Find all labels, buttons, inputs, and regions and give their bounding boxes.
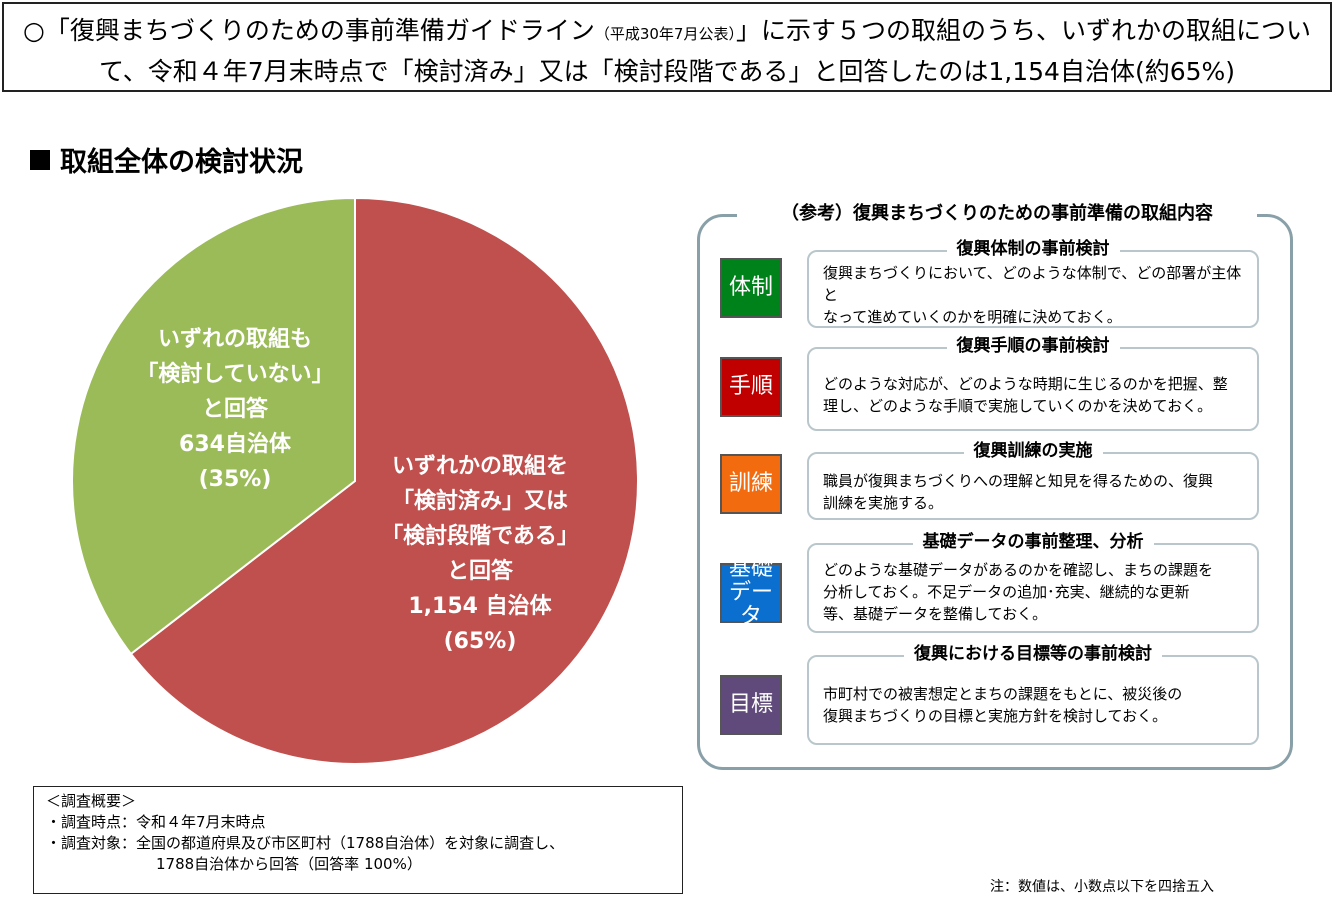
card-goals: 復興における目標等の事前検討 市町村での被害想定とまちの課題をもとに、被災後の … [807, 644, 1259, 745]
badge-basic-data: 基礎 データ [720, 557, 782, 629]
label-line: 「検討済み」又は [391, 489, 568, 514]
label-line: いずれかの取組を [391, 454, 568, 479]
square-bullet-icon [30, 150, 50, 170]
label-line: と回答 [446, 559, 513, 584]
card-line: どのような基礎データがあるのかを確認し、まちの課題を [823, 561, 1214, 579]
card-procedure: 復興手順の事前検討 どのような対応が、どのような時期に生じるのかを把握、整 理し… [807, 336, 1259, 431]
footnote: 注：数値は、小数点以下を四捨五入 [990, 879, 1214, 895]
badge-structure: 体制 [720, 258, 782, 318]
card-line: どのような対応が、どのような時期に生じるのかを把握、整 [823, 375, 1228, 393]
card-line: 復興まちづくりの目標と実施方針を検討しておく。 [823, 707, 1168, 725]
headline-text-2: 」に示す５つの取組のうち、いずれかの取組について、令和４年7月末時点で「検討済み… [98, 16, 1311, 86]
survey-target-line2: 1788自治体から回答（回答率 100%） [156, 855, 422, 873]
card-line: 訓練を実施する。 [823, 494, 944, 512]
survey-target: ・調査対象：全国の都道府県及び市区町村（1788自治体）を対象に調査し、 [46, 834, 565, 852]
survey-summary-box: ＜調査概要＞ ・調査時点：令和４年7月末時点 ・調査対象：全国の都道府県及び市区… [33, 786, 683, 894]
card-title: 基礎データの事前整理、分析 [912, 532, 1154, 552]
badge-line: データ [728, 580, 773, 629]
label-line: 「検討していない」 [136, 362, 334, 387]
card-line: 復興まちづくりにおいて、どのような体制で、どの部署が主体と [823, 264, 1242, 304]
badge-goals: 目標 [720, 675, 782, 735]
card-basic-data: 基礎データの事前整理、分析 どのような基礎データがあるのかを確認し、まちの課題を… [807, 532, 1259, 633]
section-title: 取組全体の検討状況 [30, 140, 303, 179]
pie-slice-considered [129, 196, 639, 765]
label-line: いずれの取組も [157, 327, 312, 352]
card-line: 市町村での被害想定とまちの課題をもとに、被災後の [823, 685, 1183, 703]
card-line: なって進めていくのかを明確に決めておく。 [823, 308, 1122, 326]
card-line: 理し、どのような手順で実施していくのかを決めておく。 [823, 397, 1213, 415]
card-title: 復興体制の事前検討 [946, 239, 1120, 259]
reference-title: （参考）復興まちづくりのための事前準備の取組内容 [737, 201, 1257, 227]
survey-time: ・調査時点：令和４年7月末時点 [46, 813, 266, 831]
badge-procedure: 手順 [720, 357, 782, 417]
card-title: 復興訓練の実施 [963, 441, 1103, 461]
card-title: 復興における目標等の事前検討 [904, 644, 1162, 664]
label-line: と回答 [201, 397, 268, 422]
card-structure: 復興体制の事前検討 復興まちづくりにおいて、どのような体制で、どの部署が主体と … [807, 239, 1259, 328]
pie-chart [71, 196, 639, 765]
card-line: 職員が復興まちづくりへの理解と知見を得るための、復興 [823, 472, 1214, 490]
label-line: (65%) [443, 629, 517, 654]
label-line: (35%) [198, 467, 272, 492]
pie-label-not-considered: いずれの取組も 「検討していない」 と回答 634自治体 (35%) [110, 322, 360, 497]
pie-label-considered: いずれかの取組を 「検討済み」又は 「検討段階である」 と回答 1,154 自治… [345, 449, 615, 659]
badge-training: 訓練 [720, 454, 782, 514]
pie-slice-not-considered [71, 196, 356, 656]
card-training: 復興訓練の実施 職員が復興まちづくりへの理解と知見を得るための、復興 訓練を実施… [807, 441, 1259, 520]
card-line: 分析しておく。不足データの追加･充実、継続的な更新 [823, 583, 1190, 601]
badge-line: 基礎 [728, 556, 773, 581]
label-line: 「検討段階である」 [381, 524, 579, 549]
headline-box: ○「復興まちづくりのための事前準備ガイドライン（平成30年7月公表）」に示す５つ… [2, 2, 1332, 92]
label-line: 634自治体 [179, 432, 291, 457]
survey-heading: ＜調査概要＞ [46, 792, 137, 810]
card-line: 等、基礎データを整備しておく。 [823, 605, 1048, 623]
headline-small: （平成30年7月公表） [594, 25, 736, 43]
label-line: 1,154 自治体 [408, 594, 552, 619]
section-title-text: 取組全体の検討状況 [60, 147, 303, 178]
headline-text-1: ○「復興まちづくりのための事前準備ガイドライン [23, 16, 595, 45]
card-title: 復興手順の事前検討 [946, 336, 1120, 356]
